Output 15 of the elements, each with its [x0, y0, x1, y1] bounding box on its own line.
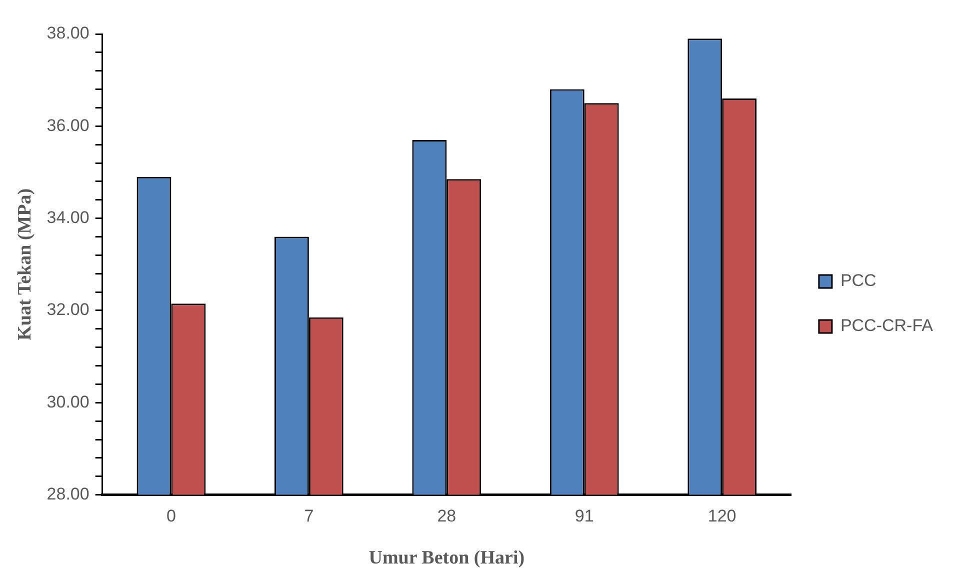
- legend-label: PCC: [840, 271, 876, 290]
- y-tick-label: 34.00: [46, 208, 90, 228]
- y-tick-label: 30.00: [46, 392, 90, 412]
- x-tick-label: 28: [437, 506, 456, 526]
- y-tick-label: 36.00: [46, 116, 90, 135]
- x-tick-label: 0: [166, 506, 176, 526]
- y-tick-label: 38.00: [46, 24, 90, 43]
- legend-label: PCC-CR-FA: [840, 316, 934, 336]
- y-tick-label: 32.00: [46, 300, 90, 320]
- y-axis-title: Kuat Tekan (MPa): [14, 188, 36, 340]
- x-tick-label: 120: [708, 506, 736, 526]
- x-tick-label: 91: [574, 506, 594, 526]
- y-tick-label: 28.00: [46, 484, 90, 504]
- x-axis-title: Umur Beton (Hari): [368, 548, 525, 569]
- x-tick-label: 7: [304, 506, 314, 526]
